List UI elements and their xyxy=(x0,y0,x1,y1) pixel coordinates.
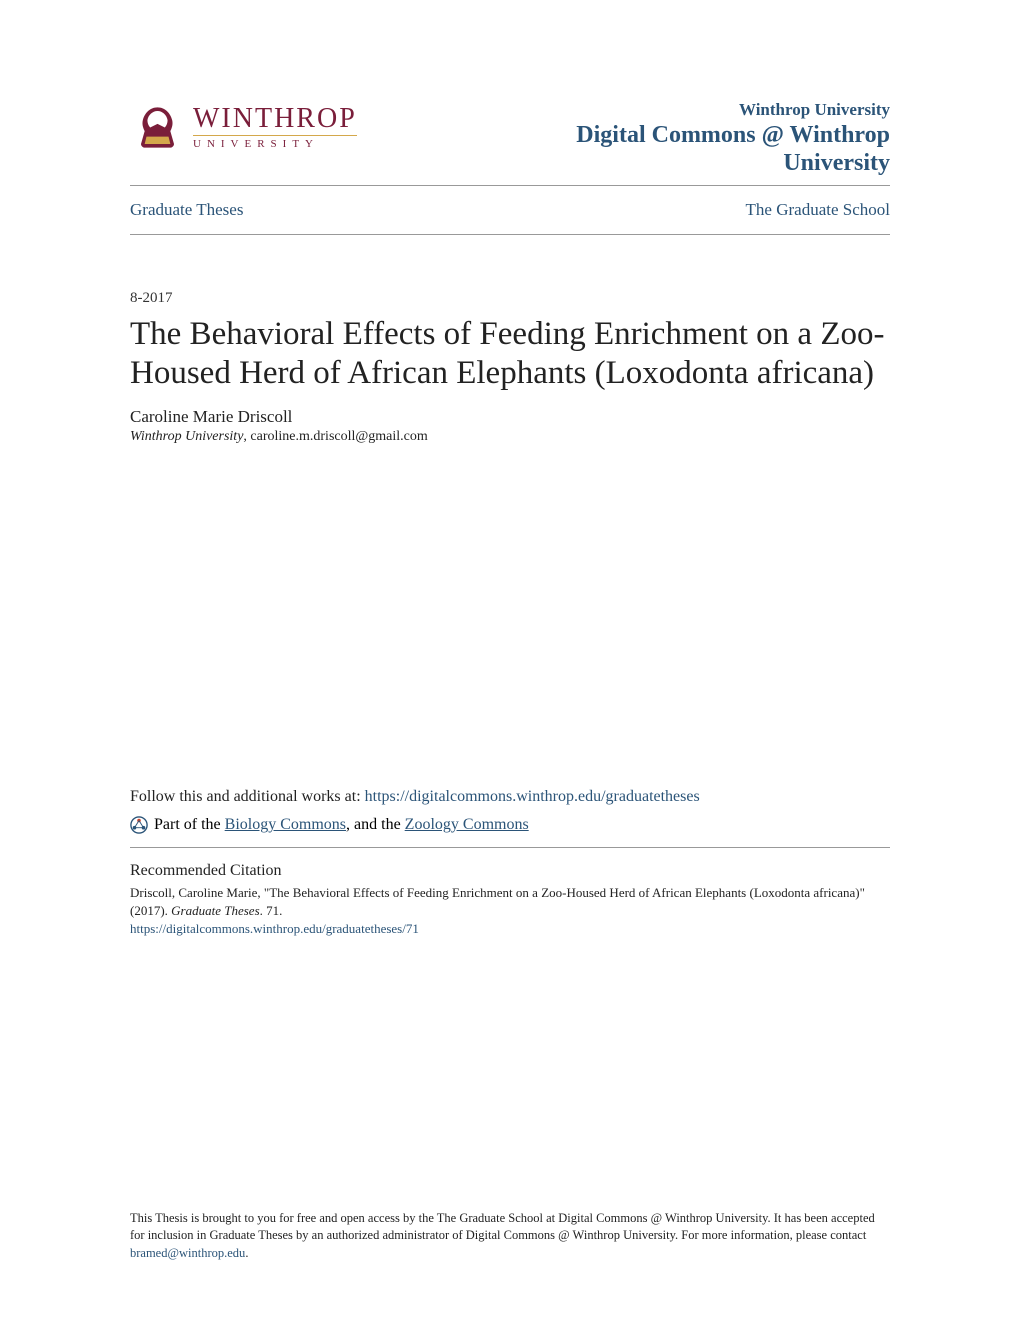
breadcrumb-left-link[interactable]: Graduate Theses xyxy=(130,200,243,220)
follow-url-link[interactable]: https://digitalcommons.winthrop.edu/grad… xyxy=(365,788,700,805)
footer-text: This Thesis is brought to you for free a… xyxy=(130,1211,875,1243)
zoology-commons-link[interactable]: Zoology Commons xyxy=(405,816,529,833)
network-row: Part of the Biology Commons, and the Zoo… xyxy=(130,813,890,837)
citation-heading: Recommended Citation xyxy=(130,862,890,880)
logo-sub-text: UNIVERSITY xyxy=(193,135,357,150)
divider xyxy=(130,185,890,186)
network-icon[interactable] xyxy=(130,816,148,834)
institution-link[interactable]: Winthrop University xyxy=(530,100,890,120)
divider xyxy=(130,234,890,235)
biology-commons-link[interactable]: Biology Commons xyxy=(225,816,346,833)
logo[interactable]: WINTHROP UNIVERSITY xyxy=(130,100,357,155)
citation-part2: . 71. xyxy=(260,903,283,918)
citation-text: Driscoll, Caroline Marie, "The Behaviora… xyxy=(130,884,890,920)
header: WINTHROP UNIVERSITY Winthrop University … xyxy=(130,100,890,177)
repository-link[interactable]: Digital Commons @ Winthrop University xyxy=(530,122,890,177)
breadcrumb-right-link[interactable]: The Graduate School xyxy=(746,200,890,220)
citation-url: https://digitalcommons.winthrop.edu/grad… xyxy=(130,920,890,938)
footer: This Thesis is brought to you for free a… xyxy=(130,1210,890,1263)
logo-text: WINTHROP UNIVERSITY xyxy=(193,105,357,150)
follow-line: Follow this and additional works at: htt… xyxy=(130,785,890,809)
header-right: Winthrop University Digital Commons @ Wi… xyxy=(530,100,890,177)
eagle-icon xyxy=(130,100,185,155)
part-of-text: Part of the Biology Commons, and the Zoo… xyxy=(154,813,529,837)
author-name: Caroline Marie Driscoll xyxy=(130,407,890,427)
follow-prefix: Follow this and additional works at: xyxy=(130,788,365,805)
divider xyxy=(130,847,890,848)
footer-email-link[interactable]: bramed@winthrop.edu xyxy=(130,1246,245,1260)
author-email: caroline.m.driscoll@gmail.com xyxy=(250,429,427,444)
breadcrumb: Graduate Theses The Graduate School xyxy=(130,192,890,228)
logo-main-text: WINTHROP xyxy=(193,105,357,133)
part-prefix: Part of the xyxy=(154,816,225,833)
follow-section: Follow this and additional works at: htt… xyxy=(130,785,890,837)
citation-section: Recommended Citation Driscoll, Caroline … xyxy=(130,862,890,939)
citation-italic: Graduate Theses xyxy=(171,903,259,918)
footer-period: . xyxy=(245,1246,248,1260)
author-affiliation: Winthrop University, caroline.m.driscoll… xyxy=(130,429,890,445)
paper-title: The Behavioral Effects of Feeding Enrich… xyxy=(130,315,890,393)
author-institution: Winthrop University xyxy=(130,429,243,444)
and-text: , and the xyxy=(346,816,405,833)
date: 8-2017 xyxy=(130,290,890,307)
citation-url-link[interactable]: https://digitalcommons.winthrop.edu/grad… xyxy=(130,921,419,936)
